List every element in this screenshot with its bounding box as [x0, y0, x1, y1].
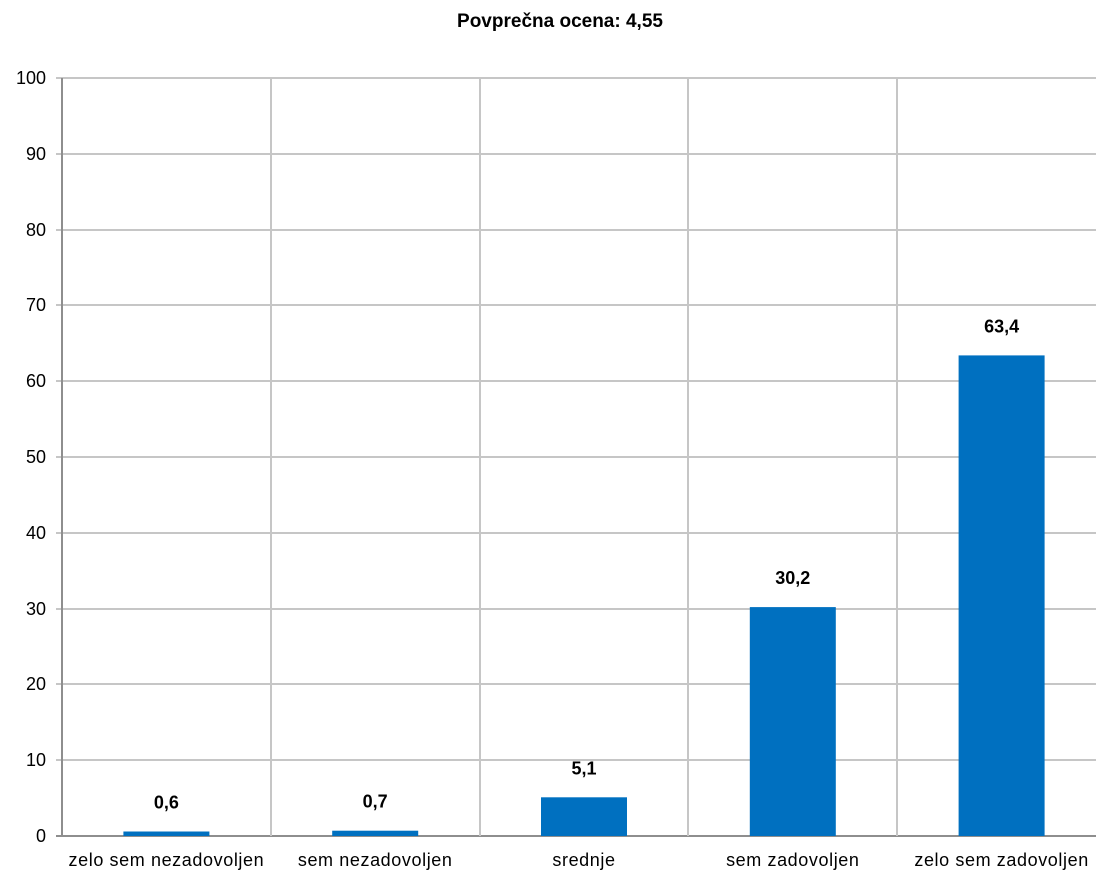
y-tick-label: 70 — [26, 295, 46, 315]
chart-title: Povprečna ocena: 4,55 — [457, 11, 663, 32]
x-tick-label: srednje — [552, 850, 615, 870]
y-tick-label: 10 — [26, 750, 46, 770]
data-label: 63,4 — [984, 316, 1019, 336]
bar — [541, 797, 627, 836]
y-tick-label: 100 — [16, 68, 46, 88]
x-tick-label: zelo sem nezadovoljen — [69, 850, 265, 870]
bar — [958, 355, 1045, 836]
y-tick-label: 40 — [26, 523, 46, 543]
bar — [749, 607, 836, 836]
y-tick-label: 30 — [26, 599, 46, 619]
data-label: 5,1 — [571, 758, 596, 778]
y-tick-label: 50 — [26, 447, 46, 467]
data-label: 0,7 — [363, 792, 388, 812]
data-label: 0,6 — [154, 793, 179, 813]
bar — [123, 831, 210, 836]
y-tick-label: 60 — [26, 371, 46, 391]
labels-layer: 0 10 20 30 40 50 60 70 80 90 100 0,6 zelo sem nezado… — [16, 68, 1089, 870]
data-label: 30,2 — [775, 568, 810, 588]
y-tick-label: 80 — [26, 220, 46, 240]
x-tick-label: zelo sem zadovoljen — [914, 850, 1089, 870]
grid-layer — [56, 77, 1096, 837]
x-tick-label: sem zadovoljen — [726, 850, 859, 870]
x-tick-label: sem nezadovoljen — [298, 850, 453, 870]
y-tick-label: 0 — [36, 826, 46, 846]
bar — [332, 830, 419, 836]
y-tick-label: 90 — [26, 144, 46, 164]
y-tick-label: 20 — [26, 674, 46, 694]
bars-layer — [123, 355, 1045, 836]
